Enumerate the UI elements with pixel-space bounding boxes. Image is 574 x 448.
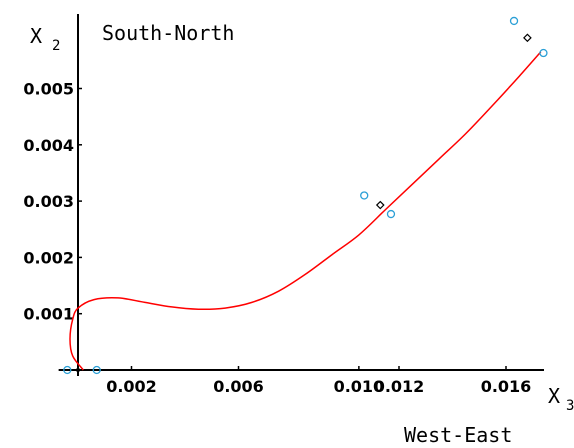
curve-layer xyxy=(69,51,542,371)
y-tick-label: 0.002 xyxy=(23,248,74,267)
data-point-circle xyxy=(509,16,519,26)
data-point-circle xyxy=(539,48,548,58)
x-tick-label: 0.010 xyxy=(334,377,385,396)
data-point-diamond xyxy=(375,200,385,210)
y-axis-annotation: South-North xyxy=(102,21,234,45)
fit-curve xyxy=(69,51,542,371)
x-tick-label: 0.012 xyxy=(374,377,425,396)
data-point-circle xyxy=(63,365,72,375)
data-point-circle xyxy=(360,191,369,200)
x-tick-label: 0.016 xyxy=(481,377,532,396)
y-axis-subscript: 2 xyxy=(52,38,60,54)
axes xyxy=(58,14,544,376)
x-tick-label: 0.006 xyxy=(213,377,264,396)
y-tick-label: 0.004 xyxy=(23,136,74,155)
data-point-circle xyxy=(386,209,396,219)
data-point-diamond xyxy=(523,33,532,43)
x-axis-symbol: X xyxy=(548,384,560,408)
origin-dot xyxy=(76,368,80,372)
y-tick-label: 0.005 xyxy=(23,80,74,99)
x-axis-annotation: West-East xyxy=(404,423,512,447)
x-axis-subscript: 3 xyxy=(566,398,574,414)
y-axis-symbol: X xyxy=(30,24,42,48)
points-layer xyxy=(63,16,548,375)
x-tick-label: 0.002 xyxy=(106,377,157,396)
data-point-circle xyxy=(92,365,101,375)
y-tick-label: 0.003 xyxy=(23,192,74,211)
y-tick-label: 0.001 xyxy=(23,305,74,324)
